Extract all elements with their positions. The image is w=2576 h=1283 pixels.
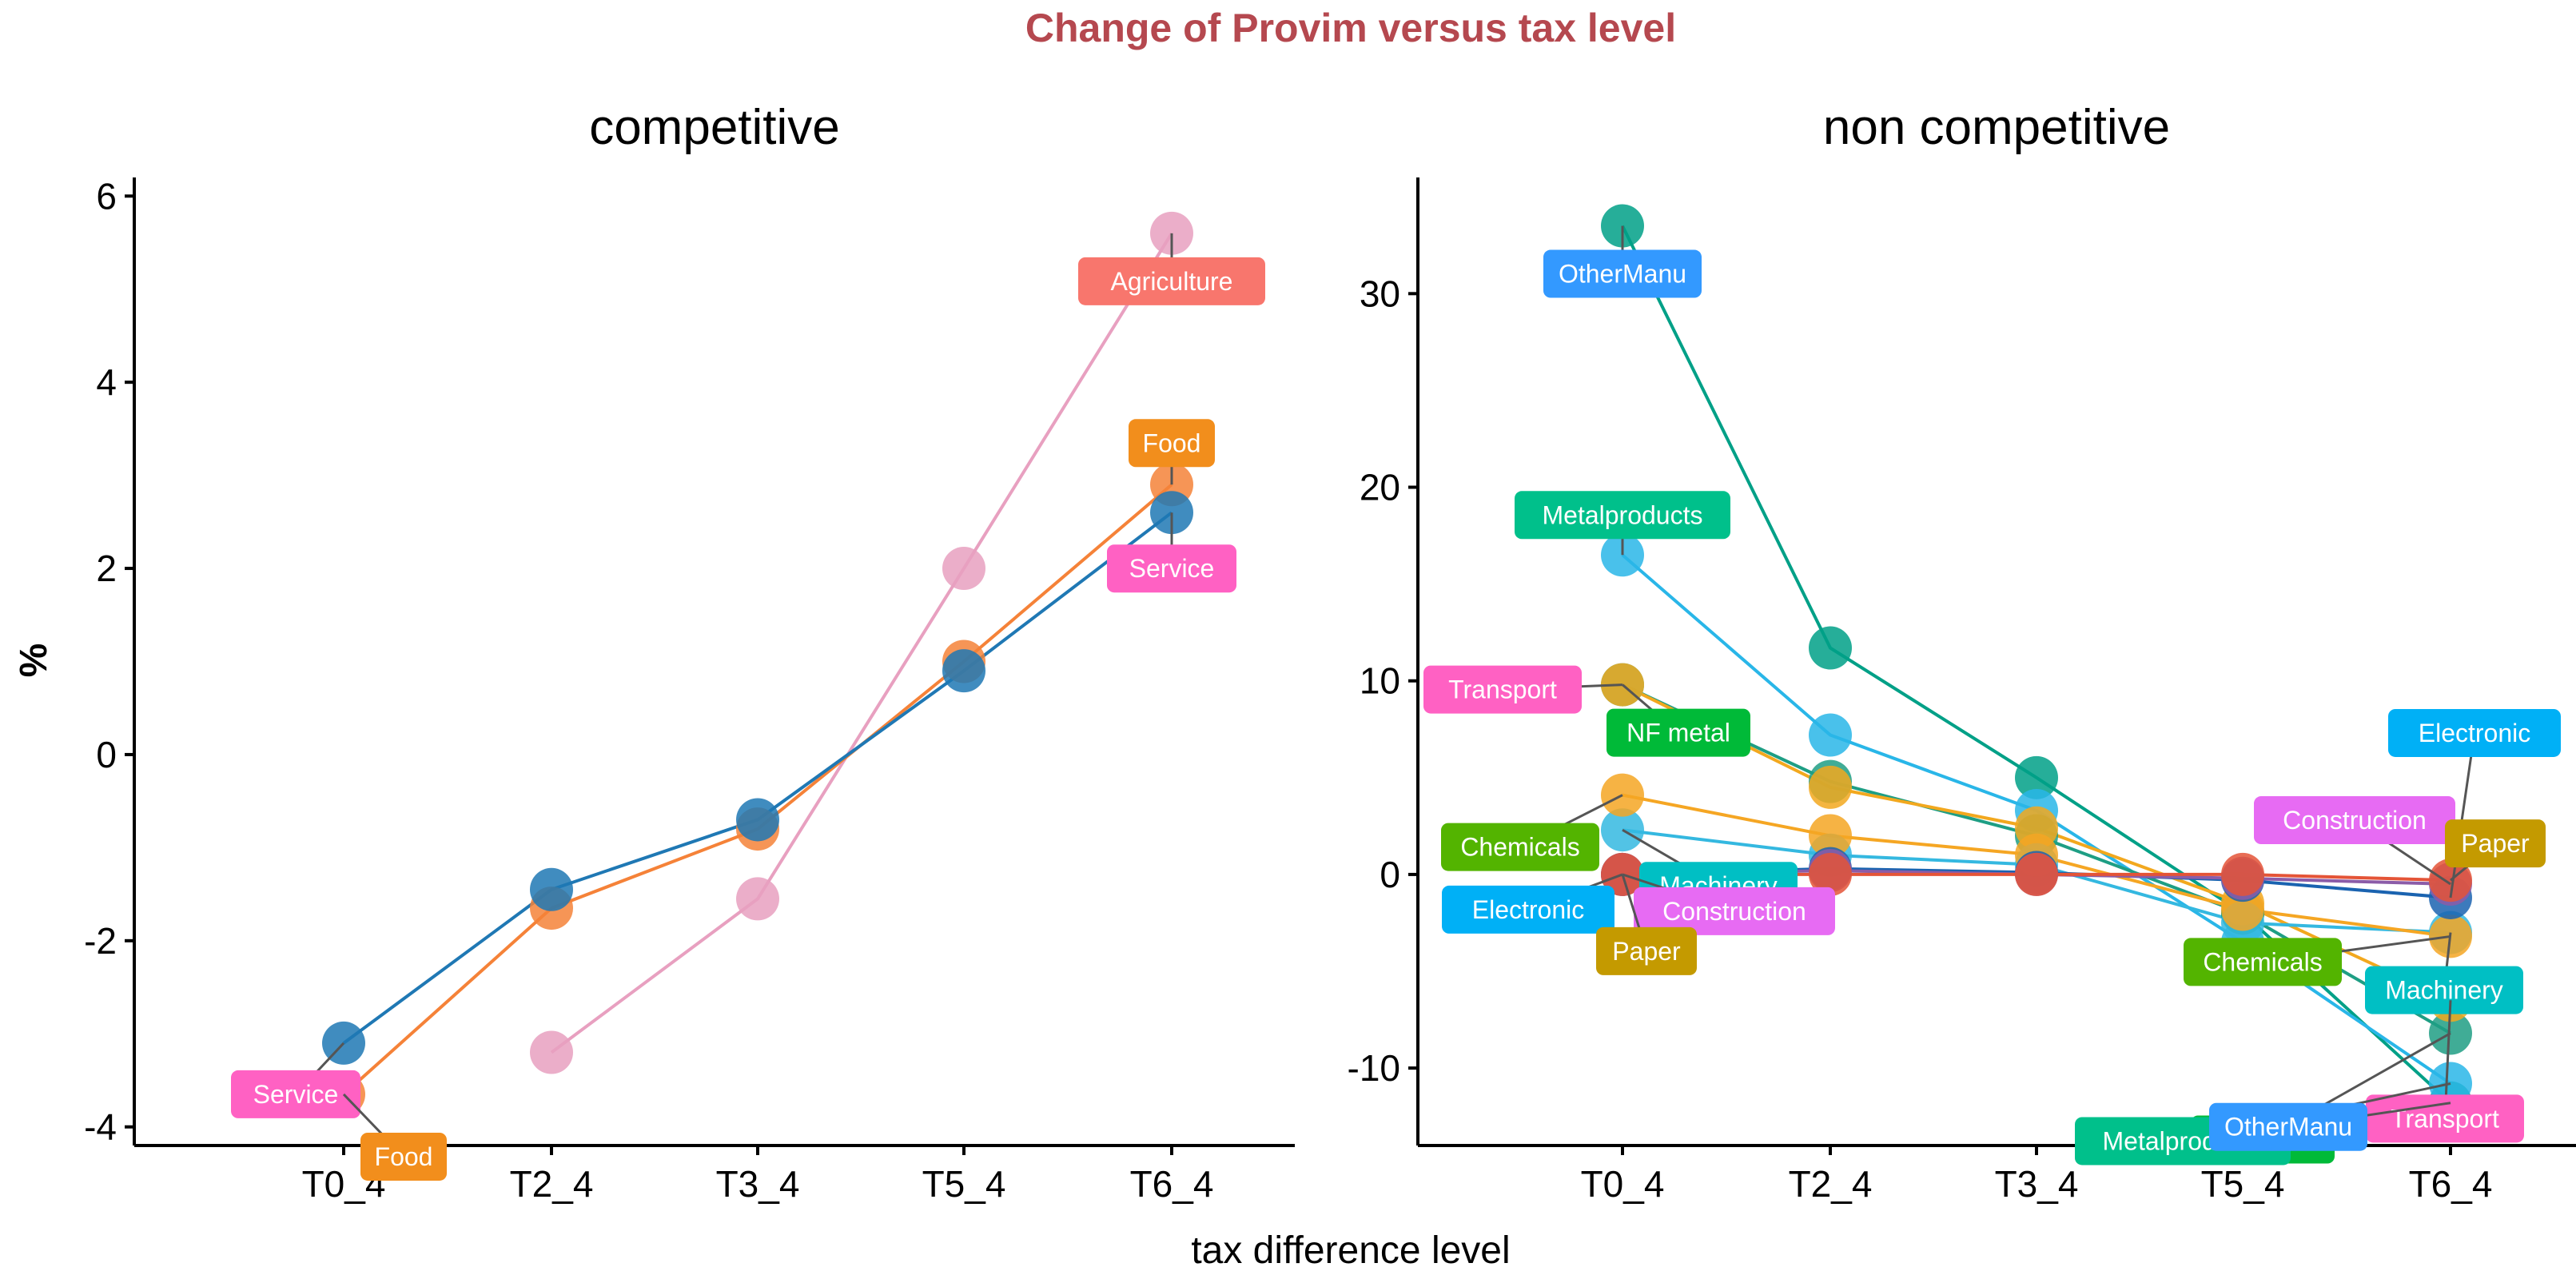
point-label-othermanu: OtherManu: [1559, 260, 1686, 289]
panel-title: non competitive: [1823, 100, 2170, 155]
point-label-food: Food: [1143, 428, 1201, 457]
data-point-service: [736, 798, 779, 842]
point-label-box: [2209, 1102, 2367, 1151]
y-tick-label: -2: [84, 920, 117, 962]
data-point-service: [942, 649, 985, 693]
panel-title: competitive: [589, 100, 840, 155]
y-tick-label: 20: [1360, 467, 1400, 508]
point-label-machinery: Machinery: [2385, 976, 2503, 1005]
data-point-paper: [2221, 852, 2264, 896]
data-point-metalproducts: [1809, 713, 1852, 757]
point-label-paper: Paper: [1612, 937, 1681, 966]
main-title: Change of Provim versus tax level: [1025, 6, 1676, 50]
data-point-paper: [2015, 852, 2058, 896]
point-label-box: [2388, 708, 2561, 757]
point-label-box: [1078, 257, 1265, 305]
point-label-service: Service: [253, 1080, 339, 1109]
data-point-agriculture: [942, 547, 985, 591]
y-tick-label: 30: [1360, 273, 1400, 314]
point-label-box: [1107, 544, 1236, 593]
data-point-agriculture: [736, 877, 779, 921]
y-tick-label: 4: [96, 361, 117, 403]
point-label-box: [1543, 249, 1702, 298]
data-point-othermanu: [1809, 626, 1852, 670]
point-label-electronic: Electronic: [1472, 895, 1585, 924]
point-label-box: [2445, 819, 2546, 868]
point-label-box: [2366, 1094, 2524, 1143]
x-tick-label: T5_4: [2201, 1163, 2285, 1205]
point-label-agriculture: Agriculture: [1111, 267, 1233, 296]
point-label-box: [1596, 926, 1697, 975]
x-tick-label: T2_4: [1789, 1163, 1873, 1205]
series-line-agriculture: [550, 232, 1173, 1054]
point-label-service: Service: [1129, 554, 1215, 583]
y-tick-label: -10: [1348, 1047, 1400, 1089]
x-tick-label: T6_4: [1130, 1163, 1214, 1205]
y-tick-label: 0: [1380, 854, 1400, 895]
point-label-box: [1423, 665, 1582, 714]
point-label-box: [2365, 966, 2523, 1014]
point-label-box: [2254, 796, 2455, 845]
label-leader: [2449, 732, 2476, 898]
point-label-box: [1442, 885, 1614, 934]
y-tick-label: 0: [96, 734, 117, 775]
point-label-chemicals: Chemicals: [2203, 947, 2322, 976]
point-label-construction: Construction: [2283, 806, 2427, 835]
y-tick-label: 6: [96, 175, 117, 217]
point-label-box: [231, 1070, 360, 1118]
x-tick-label: T3_4: [716, 1163, 800, 1205]
data-point-transport: [1809, 765, 1852, 809]
point-label-paper: Paper: [2461, 829, 2530, 858]
panel-non-competitive: non competitive -10 0 10 20 30 T0_4 T2_4 T3_4 T5_…: [1348, 100, 2576, 1205]
point-label-box: [1515, 491, 1730, 540]
point-label-box: [1634, 887, 1835, 935]
y-tick-label: -4: [84, 1106, 117, 1148]
point-label-chemicals: Chemicals: [1460, 833, 1579, 862]
x-tick-label: T0_4: [1581, 1163, 1665, 1205]
x-tick-label: T3_4: [1995, 1163, 2079, 1205]
data-point-paper: [1809, 852, 1852, 896]
point-label-box: [1607, 708, 1750, 757]
x-tick-label: T2_4: [510, 1163, 594, 1205]
x-axis-title: tax difference level: [1191, 1229, 1510, 1272]
x-tick-label: T6_4: [2409, 1163, 2493, 1205]
y-axis-title: %: [13, 643, 55, 678]
y-tick-label: 2: [96, 548, 117, 589]
series-line-food: [342, 483, 1173, 1096]
point-label-othermanu: OtherManu: [2224, 1113, 2352, 1142]
point-label-transport: Transport: [1448, 675, 1557, 704]
point-label-box: [1441, 823, 1599, 871]
x-tick-label: T5_4: [922, 1163, 1006, 1205]
point-label-nf-metal: NF metal: [1626, 719, 1730, 747]
data-point-agriculture: [530, 1030, 573, 1074]
point-label-metalproducts: Metalproducts: [1543, 500, 1703, 529]
data-point-service: [530, 867, 573, 911]
point-label-box: [360, 1132, 447, 1181]
point-label-box: [1129, 419, 1215, 468]
data-point-chemicals: [1809, 814, 1852, 858]
point-label-electronic: Electronic: [2419, 719, 2531, 747]
point-label-box: [2184, 938, 2342, 986]
data-point-othermanu: [2015, 755, 2058, 799]
y-tick-label: 10: [1360, 660, 1400, 702]
point-label-food: Food: [375, 1142, 433, 1171]
point-label-construction: Construction: [1662, 897, 1806, 926]
